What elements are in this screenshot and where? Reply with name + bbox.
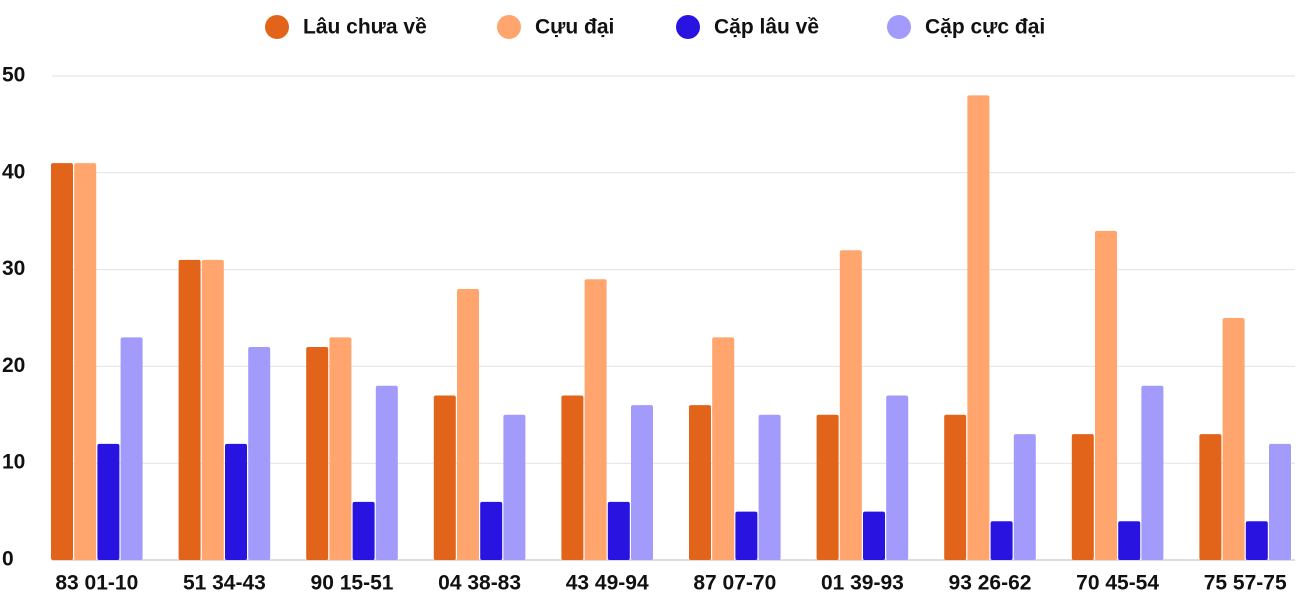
bar bbox=[503, 414, 526, 560]
y-tick-label: 40 bbox=[2, 160, 25, 183]
x-tick-label: 51 34-43 bbox=[183, 572, 266, 595]
y-tick-label: 50 bbox=[2, 64, 25, 87]
bar bbox=[816, 414, 839, 560]
bar bbox=[1222, 318, 1245, 560]
legend-label: Cặp cực đại bbox=[925, 16, 1045, 39]
bar bbox=[1141, 385, 1164, 560]
bar bbox=[248, 347, 271, 560]
bar bbox=[1013, 434, 1036, 560]
bar bbox=[225, 443, 247, 560]
bar bbox=[329, 337, 352, 560]
bar bbox=[607, 501, 630, 560]
bar bbox=[735, 511, 758, 560]
bar bbox=[863, 511, 885, 560]
bar bbox=[178, 259, 201, 560]
x-tick-label: 90 15-51 bbox=[311, 572, 394, 595]
legend-marker bbox=[887, 15, 911, 39]
bar bbox=[758, 414, 781, 560]
bar bbox=[886, 395, 909, 560]
x-tick-label: 93 26-62 bbox=[949, 572, 1032, 595]
bar bbox=[1269, 443, 1291, 560]
bar bbox=[51, 163, 73, 560]
bar bbox=[74, 163, 97, 560]
bar bbox=[1095, 230, 1117, 560]
bar bbox=[201, 259, 224, 560]
bar bbox=[1071, 434, 1094, 560]
bar bbox=[584, 279, 607, 560]
x-tick-label: 04 38-83 bbox=[438, 572, 521, 595]
x-tick-label: 83 01-10 bbox=[55, 572, 138, 595]
bar bbox=[480, 501, 503, 560]
x-tick-label: 70 45-54 bbox=[1076, 572, 1159, 595]
bar bbox=[689, 405, 711, 560]
bar bbox=[120, 337, 143, 560]
legend-label: Cựu đại bbox=[535, 16, 614, 39]
y-tick-label: 30 bbox=[2, 257, 25, 280]
bar bbox=[433, 395, 456, 560]
bar bbox=[561, 395, 584, 560]
bar bbox=[1199, 434, 1222, 560]
bar bbox=[1245, 521, 1268, 560]
legend-marker bbox=[497, 15, 521, 39]
bar bbox=[631, 405, 653, 560]
bar bbox=[944, 414, 967, 560]
x-tick-label: 75 57-75 bbox=[1204, 572, 1287, 595]
bar bbox=[97, 443, 120, 560]
bar bbox=[1118, 521, 1141, 560]
bar bbox=[352, 501, 375, 560]
y-tick-label: 20 bbox=[2, 354, 25, 377]
bar bbox=[306, 347, 329, 560]
x-tick-label: 87 07-70 bbox=[693, 572, 776, 595]
bar bbox=[990, 521, 1013, 560]
legend-label: Lâu chưa về bbox=[303, 16, 427, 39]
bar bbox=[375, 385, 398, 560]
bar bbox=[839, 250, 862, 561]
x-tick-label: 01 39-93 bbox=[821, 572, 904, 595]
bar bbox=[457, 288, 479, 560]
bar bbox=[967, 95, 990, 561]
y-tick-label: 0 bbox=[2, 548, 14, 571]
legend-marker bbox=[265, 15, 289, 39]
legend-marker bbox=[676, 15, 700, 39]
legend-label: Cặp lâu về bbox=[714, 16, 819, 39]
x-tick-label: 43 49-94 bbox=[566, 572, 649, 595]
y-tick-label: 10 bbox=[2, 451, 25, 474]
bar bbox=[712, 337, 735, 560]
